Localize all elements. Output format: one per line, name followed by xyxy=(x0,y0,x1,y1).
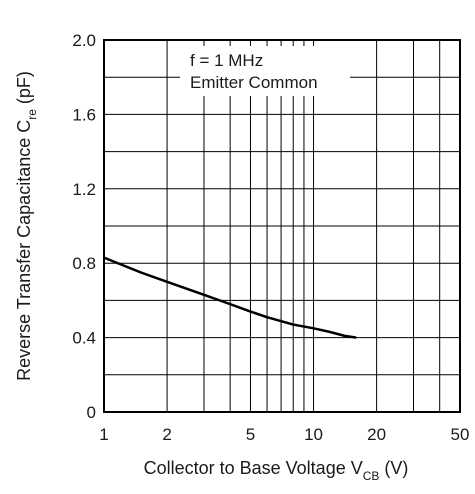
y-tick-label: 1.2 xyxy=(72,180,96,199)
y-tick-label: 0.8 xyxy=(72,254,96,273)
annotation-label: Emitter Common xyxy=(190,73,318,92)
x-tick-label: 5 xyxy=(246,425,255,444)
x-axis-title-unit: (V) xyxy=(379,458,408,478)
x-tick-label: 10 xyxy=(304,425,323,444)
y-tick-label: 2.0 xyxy=(72,31,96,50)
x-tick-label: 1 xyxy=(99,425,108,444)
y-tick-labels: 0 0.4 0.8 1.2 1.6 2.0 xyxy=(72,31,96,422)
x-tick-label: 2 xyxy=(162,425,171,444)
y-tick-label: 0 xyxy=(87,403,96,422)
x-axis-title-subscript: CB xyxy=(363,469,380,483)
y-axis-title-subscript: re xyxy=(25,109,39,120)
annotation-background xyxy=(180,46,350,96)
x-tick-labels: 1 2 5 10 20 50 xyxy=(99,425,469,444)
y-tick-label: 1.6 xyxy=(72,105,96,124)
x-tick-label: 20 xyxy=(367,425,386,444)
y-axis-title-main: Reverse Transfer Capacitance C xyxy=(14,120,34,381)
y-tick-label: 0.4 xyxy=(72,329,96,348)
capacitance-curve xyxy=(103,256,357,339)
x-axis-title-main: Collector to Base Voltage V xyxy=(144,458,363,478)
annotation-label: f = 1 MHz xyxy=(190,51,263,70)
x-tick-label: 50 xyxy=(451,425,470,444)
y-axis-title: Reverse Transfer Capacitance Cre (pF) xyxy=(14,71,39,381)
plot-frame xyxy=(103,39,461,413)
series-group xyxy=(103,256,357,339)
y-axis-title-unit: (pF) xyxy=(14,71,34,109)
annotation-box: f = 1 MHz Emitter Common xyxy=(180,46,350,96)
x-axis-title: Collector to Base Voltage VCB (V) xyxy=(144,458,409,483)
